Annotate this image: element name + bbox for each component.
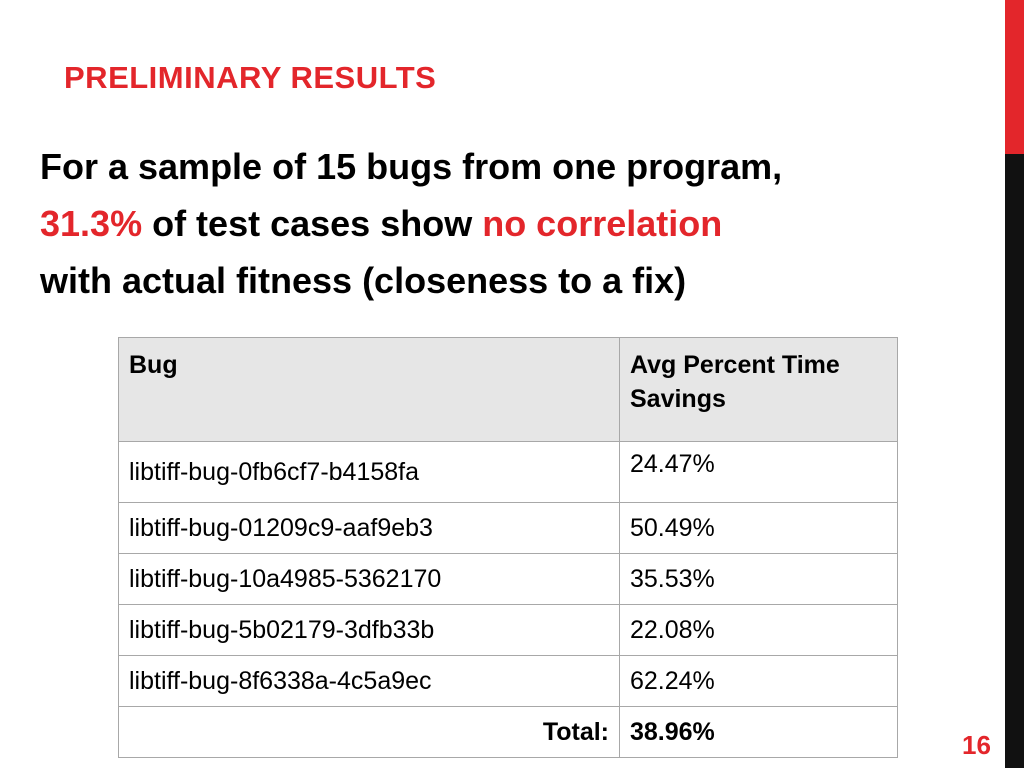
table-row: libtiff-bug-8f6338a-4c5a9ec 62.24% <box>118 655 898 707</box>
cell-savings: 35.53% <box>619 553 898 605</box>
page-number: 16 <box>962 730 991 760</box>
accent-bar-red <box>1005 0 1024 154</box>
cell-bug: libtiff-bug-0fb6cf7-b4158fa <box>118 441 620 503</box>
body-line-3: with actual fitness (closeness to a fix) <box>40 260 687 301</box>
accent-bar-black <box>1005 154 1024 768</box>
body-percent: 31.3% <box>40 203 143 244</box>
cell-savings: 22.08% <box>619 604 898 656</box>
slide-title: PRELIMINARY RESULTS <box>64 60 437 95</box>
table-row: libtiff-bug-10a4985-5362170 35.53% <box>118 553 898 605</box>
table-total-row: Total: 38.96% <box>118 706 898 758</box>
body-highlight: no correlation <box>482 203 723 244</box>
results-table-container: Bug Avg Percent Time Savings libtiff-bug… <box>118 337 898 758</box>
table-header-row: Bug Avg Percent Time Savings <box>118 337 898 442</box>
body-line-1: For a sample of 15 bugs from one program… <box>40 146 783 187</box>
table-row: libtiff-bug-5b02179-3dfb33b 22.08% <box>118 604 898 656</box>
results-table: Bug Avg Percent Time Savings libtiff-bug… <box>118 337 898 758</box>
total-label: Total: <box>118 706 620 758</box>
table-row: libtiff-bug-0fb6cf7-b4158fa 24.47% <box>118 441 898 503</box>
cell-savings: 62.24% <box>619 655 898 707</box>
cell-bug: libtiff-bug-5b02179-3dfb33b <box>118 604 620 656</box>
header-savings: Avg Percent Time Savings <box>619 337 898 442</box>
total-value: 38.96% <box>619 706 898 758</box>
cell-bug: libtiff-bug-8f6338a-4c5a9ec <box>118 655 620 707</box>
table-row: libtiff-bug-01209c9-aaf9eb3 50.49% <box>118 502 898 554</box>
cell-bug: libtiff-bug-10a4985-5362170 <box>118 553 620 605</box>
body-mid: of test cases show <box>142 203 483 244</box>
cell-bug: libtiff-bug-01209c9-aaf9eb3 <box>118 502 620 554</box>
cell-savings: 50.49% <box>619 502 898 554</box>
body-text: For a sample of 15 bugs from one program… <box>40 138 990 309</box>
cell-savings: 24.47% <box>619 441 898 503</box>
header-bug: Bug <box>118 337 620 442</box>
